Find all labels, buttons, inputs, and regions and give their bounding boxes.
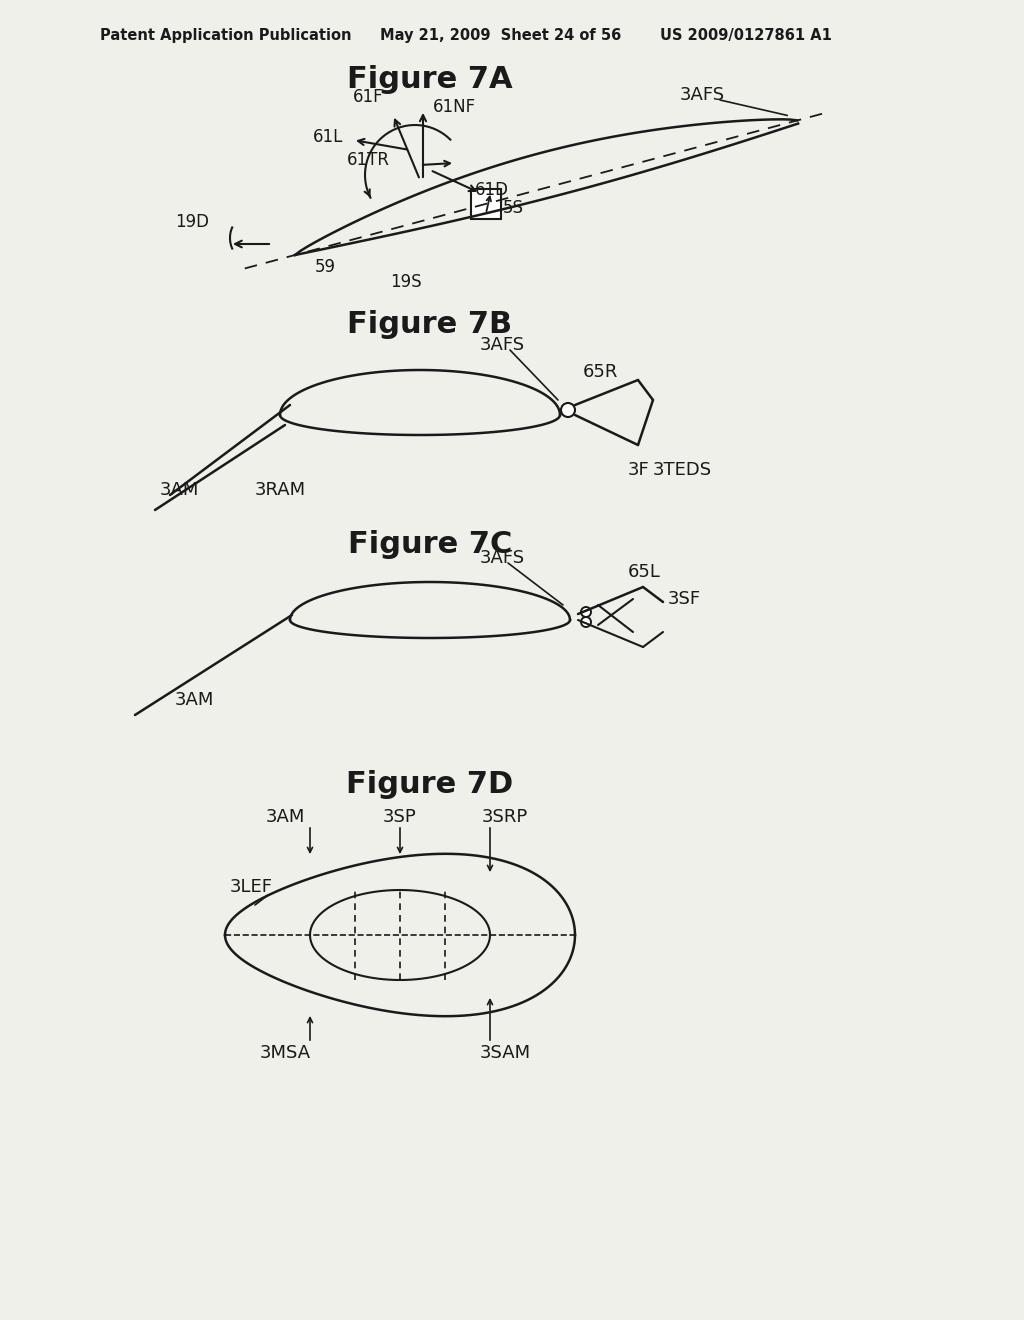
Text: 3MSA: 3MSA: [259, 1044, 310, 1063]
Text: 3F: 3F: [628, 461, 650, 479]
Text: 19D: 19D: [175, 213, 209, 231]
Text: 3SF: 3SF: [668, 590, 701, 609]
Bar: [471, 189, 501, 219]
Text: 3SAM: 3SAM: [479, 1044, 530, 1063]
Text: 3AFS: 3AFS: [680, 86, 725, 104]
Text: Figure 7B: Figure 7B: [347, 310, 513, 339]
Text: 61D: 61D: [475, 181, 509, 199]
Text: 3TEDS: 3TEDS: [653, 461, 712, 479]
Text: 3AFS: 3AFS: [480, 337, 525, 354]
Text: 3AM: 3AM: [175, 690, 214, 709]
Text: 61L: 61L: [313, 128, 343, 147]
Text: 61TR: 61TR: [347, 150, 390, 169]
Text: Figure 7C: Figure 7C: [348, 531, 512, 558]
Text: 59: 59: [315, 257, 336, 276]
Text: 19S: 19S: [390, 273, 422, 290]
Text: Figure 7D: Figure 7D: [346, 770, 514, 799]
Text: 65L: 65L: [628, 564, 660, 581]
Text: 3SP: 3SP: [383, 808, 417, 826]
Text: Figure 7A: Figure 7A: [347, 65, 513, 94]
Text: 61F: 61F: [353, 88, 384, 106]
Text: 65R: 65R: [583, 363, 618, 381]
Text: Patent Application Publication: Patent Application Publication: [100, 28, 351, 44]
Text: 3SRP: 3SRP: [482, 808, 528, 826]
Circle shape: [561, 403, 575, 417]
Text: 61NF: 61NF: [433, 98, 476, 116]
Text: 3AFS: 3AFS: [480, 549, 525, 568]
Text: 5S: 5S: [503, 199, 524, 216]
Circle shape: [581, 607, 591, 616]
Text: 3AM: 3AM: [265, 808, 305, 826]
Text: 3AM: 3AM: [160, 480, 200, 499]
Circle shape: [581, 616, 591, 627]
Text: 3RAM: 3RAM: [255, 480, 306, 499]
Text: US 2009/0127861 A1: US 2009/0127861 A1: [660, 28, 831, 44]
Text: May 21, 2009  Sheet 24 of 56: May 21, 2009 Sheet 24 of 56: [380, 28, 622, 44]
Text: 3LEF: 3LEF: [230, 878, 273, 896]
